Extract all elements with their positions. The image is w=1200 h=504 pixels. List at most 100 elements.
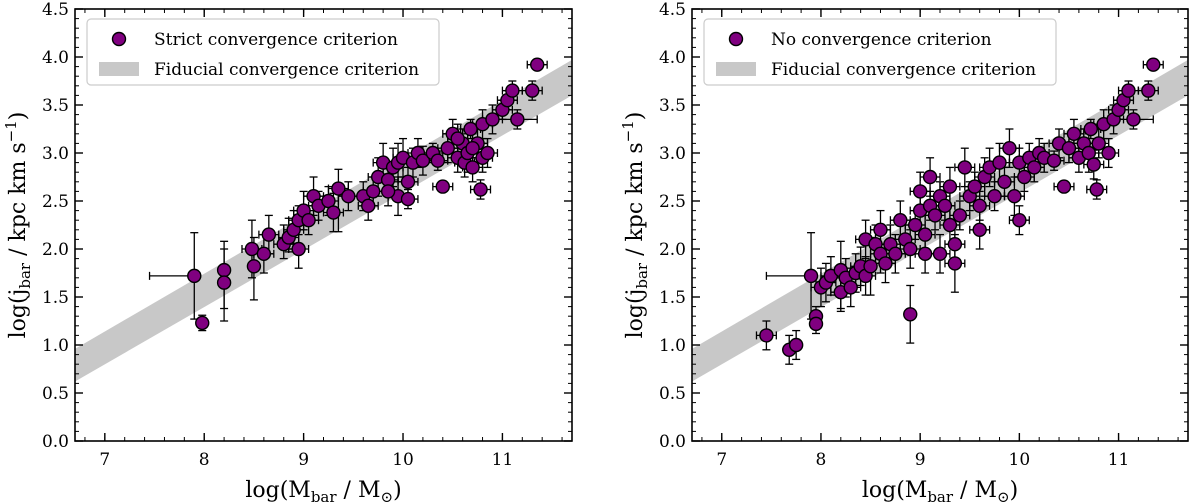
y-label-text: log(j (623, 289, 648, 339)
data-point (808, 316, 824, 332)
data-point (903, 307, 918, 322)
data-point (987, 188, 1002, 204)
x-tick-label: 7 (716, 450, 727, 470)
legend-label: Fiducial convergence criterion (771, 60, 1036, 80)
y-label-text: ) (623, 112, 648, 121)
data-point (1066, 126, 1082, 142)
data-point (216, 275, 232, 290)
data-point (195, 315, 210, 331)
data-point (473, 182, 488, 197)
y-label-superscript: −1 (619, 120, 637, 142)
data-point (435, 179, 450, 194)
data-point (301, 212, 316, 228)
legend-box (703, 18, 1057, 86)
y-label-superscript: −1 (2, 120, 20, 142)
data-point (912, 184, 928, 199)
data-point (967, 179, 982, 194)
y-label-text: / kpc km s (6, 142, 31, 263)
legend-label: Fiducial convergence criterion (154, 60, 419, 80)
data-point (942, 179, 958, 194)
legend-label: No convergence criterion (771, 30, 992, 50)
data-point (430, 153, 446, 168)
data-point (530, 57, 545, 72)
x-axis-label: log(Mbar / M⊙) (245, 478, 401, 504)
x-tick-label: 10 (392, 450, 414, 470)
data-point (932, 246, 948, 262)
x-label-text: ) (393, 478, 402, 503)
legend-box (86, 18, 440, 86)
data-point (908, 217, 923, 233)
x-tick-label: 11 (492, 450, 514, 470)
plot-area (692, 57, 1188, 382)
data-point (922, 169, 938, 185)
y-label-subscript: bar (633, 262, 651, 289)
y-tick-label: 0.5 (659, 384, 686, 404)
data-point (465, 160, 480, 175)
legend-marker (111, 31, 127, 47)
data-point (878, 256, 893, 271)
x-axis-label: log(Mbar / M⊙) (862, 478, 1018, 504)
data-point (291, 241, 306, 257)
x-label-subscript: bar (927, 488, 954, 504)
y-label-text: log(j (6, 289, 31, 339)
y-tick-label: 1.0 (42, 336, 69, 356)
x-tick-label: 7 (99, 450, 110, 470)
y-tick-label: 0.0 (42, 432, 69, 452)
data-point (1101, 145, 1116, 161)
y-label-subscript: bar (16, 262, 34, 289)
data-point (972, 222, 987, 238)
y-label-text: ) (6, 112, 31, 121)
data-point (952, 208, 968, 223)
x-label-subscript: ⊙ (997, 488, 1010, 504)
data-point (1086, 157, 1101, 172)
data-point (937, 198, 953, 214)
data-point (361, 198, 376, 214)
data-point (440, 140, 455, 156)
data-point (1083, 121, 1098, 137)
y-tick-label: 4.5 (42, 0, 69, 20)
data-point (187, 268, 202, 284)
x-tick-label: 8 (816, 450, 827, 470)
y-tick-label: 1.5 (42, 288, 69, 308)
x-tick-label: 9 (915, 450, 926, 470)
data-point (1089, 182, 1104, 197)
data-point (1046, 153, 1062, 168)
right-panel: 7 8 9 10 11 0.0 0.5 1.0 1.5 2.0 2.5 3.0 3.5 4.0 4.5 log… (619, 0, 1189, 504)
x-label-subscript: bar (311, 488, 338, 504)
data-point (1141, 83, 1156, 98)
y-tick-label: 4.0 (42, 48, 69, 68)
data-point (957, 160, 972, 175)
data-point (997, 174, 1012, 190)
data-point (947, 236, 963, 252)
y-axis-label: log(jbar / kpc km s−1) (619, 112, 651, 339)
y-tick-label: 0.5 (42, 384, 69, 404)
y-tick-label: 3.0 (42, 144, 69, 164)
data-point (463, 121, 478, 137)
data-point (947, 256, 963, 271)
data-point (1121, 83, 1136, 98)
data-point (917, 246, 933, 262)
data-point (917, 227, 933, 242)
y-tick-label: 4.5 (659, 0, 686, 20)
y-tick-label: 3.0 (659, 144, 686, 164)
data-point (341, 188, 356, 204)
x-tick-label: 11 (1108, 450, 1130, 470)
data-point (400, 174, 416, 190)
data-point (1056, 179, 1072, 194)
x-label-text: log(M (862, 478, 927, 503)
x-tick-label: 9 (298, 450, 309, 470)
data-point (1091, 136, 1106, 151)
y-tick-label: 3.5 (659, 96, 686, 116)
y-tick-label: 0.0 (659, 432, 686, 452)
data-point (525, 83, 540, 98)
data-point (216, 262, 232, 278)
data-point (788, 337, 804, 353)
data-point (465, 140, 480, 156)
legend: No convergence criterion Fiducial converg… (703, 18, 1057, 86)
legend-band-swatch (99, 62, 139, 76)
legend-label: Strict convergence criterion (154, 30, 398, 50)
y-tick-label: 1.0 (659, 336, 686, 356)
data-point (261, 227, 277, 242)
y-axis-label: log(jbar / kpc km s−1) (2, 112, 34, 339)
y-tick-label: 4.0 (659, 48, 686, 68)
